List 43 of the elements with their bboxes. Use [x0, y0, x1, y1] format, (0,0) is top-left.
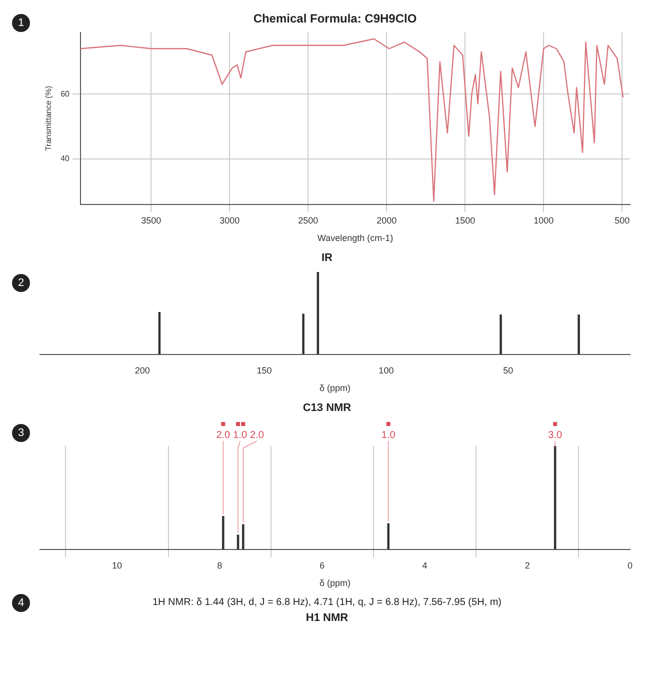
text: 3 [12, 424, 30, 442]
x-tick-label: 2500 [298, 215, 318, 226]
text: 4 [12, 594, 30, 612]
y-tick-label: 60 [60, 89, 70, 98]
y-axis-title: Transmittance (%) [44, 86, 54, 151]
bar [578, 314, 580, 354]
x-tick-label: 10 [112, 560, 122, 570]
bar [222, 516, 224, 550]
annotation: 2.0 [216, 430, 231, 441]
x-tick-label: 500 [614, 215, 630, 226]
x-tick-label: 150 [256, 365, 272, 376]
x-tick-label: 1500 [455, 215, 476, 226]
x-tick-label: 100 [378, 365, 394, 376]
text: 2 [12, 274, 30, 292]
x-tick-label: 2000 [376, 215, 397, 226]
x-axis-title: δ (ppm) [319, 578, 351, 588]
x-tick-label: 3500 [141, 215, 162, 226]
x-tick-label: 3000 [220, 215, 240, 226]
y-tick-label: 40 [60, 154, 70, 164]
x-tick-label: 8 [217, 560, 222, 570]
annotation: 3.0 [548, 430, 562, 441]
chart-title: Chemical Formula: C9H9ClO [253, 12, 417, 26]
x-tick-label: 50 [503, 365, 514, 376]
text: C13 NMR [302, 402, 352, 414]
x-tick-label: 200 [134, 365, 150, 376]
bar [302, 314, 304, 354]
annotation: 2.0 [250, 430, 264, 441]
text: IR [322, 252, 332, 264]
annotation: 1.0 [233, 430, 248, 441]
bar [387, 523, 390, 550]
x-axis-title: δ (ppm) [319, 383, 351, 394]
text: H1 NMR [306, 612, 348, 624]
annotation: 1.0 [381, 430, 396, 441]
x-tick-label: 4 [422, 560, 428, 570]
x-tick-label: 2 [524, 560, 530, 570]
x-tick-label: 6 [320, 560, 325, 570]
text: 1 [12, 14, 30, 32]
bar [500, 314, 502, 354]
text: 1H NMR: δ 1.44 (3H, d, J = 6.8 Hz), 4.71 (1H, q, J = 6.8 Hz), 7.56-7.95 (5H, m) [152, 597, 502, 608]
x-tick-label: 1000 [534, 215, 554, 226]
x-axis-title: Wavelength (cm-1) [317, 233, 394, 244]
x-tick-label: 0 [627, 560, 633, 570]
bar [242, 524, 244, 550]
